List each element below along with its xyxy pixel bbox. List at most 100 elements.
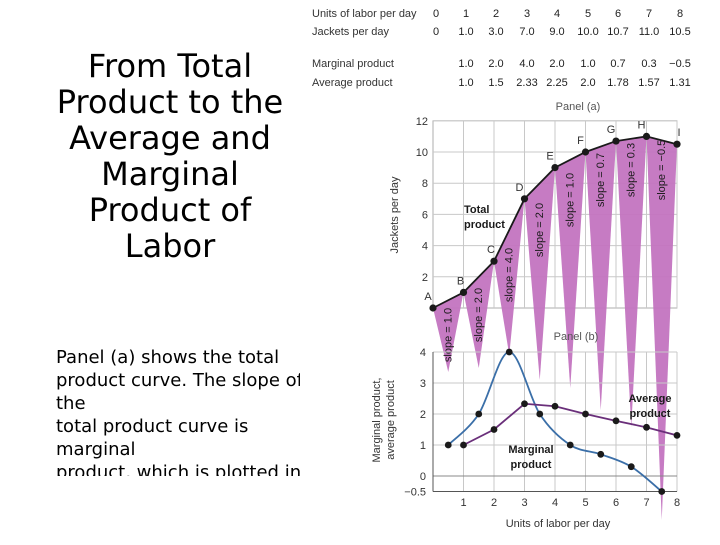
table-cell: 0 bbox=[433, 8, 439, 20]
total-product-point bbox=[673, 140, 681, 148]
marginal-product-label-line2: product bbox=[511, 459, 552, 471]
panel-b-xtick-label: 7 bbox=[643, 497, 649, 509]
panel-a-ytick-label: 10 bbox=[416, 147, 428, 159]
slope-wedge bbox=[555, 152, 586, 388]
point-label: B bbox=[457, 275, 464, 287]
table-cell: 7.0 bbox=[519, 26, 534, 38]
panel-b-ytick-label: 3 bbox=[420, 378, 426, 390]
table-cell: 2.0 bbox=[580, 77, 595, 89]
table-cell: −0.5 bbox=[669, 58, 691, 70]
point-label: I bbox=[677, 127, 680, 139]
table-cell: 1.31 bbox=[669, 77, 690, 89]
slope-label: slope = 2.0 bbox=[473, 288, 485, 342]
slope-label: slope = 4.0 bbox=[503, 248, 515, 302]
panel-b-ylabel-line2: average product bbox=[385, 380, 397, 460]
table-cell: 2.0 bbox=[549, 58, 564, 70]
table-cell: 2.0 bbox=[488, 58, 503, 70]
marginal-product-point bbox=[627, 463, 635, 471]
marginal-product-point bbox=[658, 488, 666, 495]
slope-wedge bbox=[585, 141, 616, 410]
marginal-product-point bbox=[597, 450, 605, 458]
table-cell: 4.0 bbox=[519, 58, 534, 70]
slope-wedge bbox=[616, 136, 647, 427]
table-cell: 10.7 bbox=[607, 26, 628, 38]
slope-wedge bbox=[433, 292, 464, 372]
panel-b-xtick-label: 4 bbox=[552, 497, 558, 509]
product-of-labor-chart: Units of labor per day 0 1 2 3 4 5 6 7 8 Jackets p… bbox=[312, 8, 691, 530]
average-product-point bbox=[643, 423, 650, 431]
table-cell: 2 bbox=[493, 8, 499, 20]
slide-body-text: Panel (a) shows the total product curve.… bbox=[56, 347, 303, 476]
point-label: C bbox=[487, 244, 495, 256]
panel-b-xtick-label: 1 bbox=[460, 497, 466, 509]
average-product-point bbox=[612, 417, 620, 425]
total-product-label-line2: product bbox=[464, 219, 505, 231]
point-label: A bbox=[424, 291, 432, 303]
point-label: H bbox=[638, 119, 646, 131]
average-product-curve bbox=[463, 402, 678, 446]
table-row-label: Jackets per day bbox=[312, 26, 390, 38]
average-product-point bbox=[460, 441, 467, 449]
table-cell: 2.25 bbox=[546, 77, 567, 89]
table-cell: 10.5 bbox=[669, 26, 690, 38]
average-product-label-line2: product bbox=[630, 408, 671, 420]
table-cell: 11.0 bbox=[639, 26, 660, 38]
average-product-label-line1: Average bbox=[628, 393, 671, 405]
panel-b-ytick-label: −0.5 bbox=[404, 487, 426, 499]
slope-label: slope = 1.0 bbox=[564, 173, 576, 227]
panel-a-ytick-label: 4 bbox=[422, 241, 428, 253]
panel-b-ytick-label: 0 bbox=[420, 471, 426, 483]
table-row-label: Units of labor per day bbox=[312, 8, 417, 20]
average-product-point bbox=[521, 400, 528, 408]
total-product-point bbox=[520, 195, 529, 203]
slope-label: slope = 0.7 bbox=[595, 153, 607, 207]
table-cell: 1 bbox=[463, 8, 469, 20]
marginal-product-point bbox=[444, 441, 452, 449]
total-product-point bbox=[551, 164, 559, 172]
table-cell: 1.78 bbox=[607, 77, 628, 89]
slope-label: slope = 1.0 bbox=[442, 308, 454, 362]
panel-b-xtick-label: 5 bbox=[582, 497, 588, 509]
table-cell: 6 bbox=[615, 8, 621, 20]
panel-b-ytick-label: 2 bbox=[420, 409, 426, 421]
marginal-product-point bbox=[505, 348, 513, 356]
table-cell: 1.57 bbox=[638, 77, 659, 89]
point-label: F bbox=[577, 135, 584, 147]
slope-wedge bbox=[463, 261, 494, 368]
total-product-point bbox=[429, 304, 437, 312]
panel-a-title: Panel (a) bbox=[556, 101, 601, 113]
figure-panel: Units of labor per day 0 1 2 3 4 5 6 7 8 Jackets p… bbox=[300, 0, 700, 540]
panel-a-ytick-label: 6 bbox=[422, 209, 428, 221]
point-label: D bbox=[516, 182, 524, 194]
table-cell: 7 bbox=[646, 8, 652, 20]
panel-a-ylabel: Jackets per day bbox=[389, 176, 401, 254]
slope-label: slope = 0.3 bbox=[625, 143, 637, 197]
table-cell: 10.0 bbox=[577, 26, 598, 38]
average-product-point bbox=[582, 410, 589, 418]
panel-b-ytick-label: 1 bbox=[420, 440, 426, 452]
table-cell: 3 bbox=[524, 8, 530, 20]
marginal-product-point bbox=[475, 410, 483, 418]
table-cell: 2.33 bbox=[516, 77, 537, 89]
slope-wedge bbox=[494, 198, 525, 355]
table-cell: 0.7 bbox=[610, 58, 625, 70]
total-product-label-line1: Total bbox=[464, 204, 489, 216]
slope-label: slope = −0.5 bbox=[656, 140, 668, 201]
average-product-point bbox=[551, 402, 559, 410]
panel-b-xtick-label: 3 bbox=[521, 497, 527, 509]
table-cell: 8 bbox=[677, 8, 683, 20]
point-label: G bbox=[607, 124, 616, 136]
table-cell: 4 bbox=[554, 8, 560, 20]
marginal-product-curve bbox=[447, 351, 663, 493]
panel-b-xtick-label: 6 bbox=[613, 497, 619, 509]
panel-b-ylabel-line1: Marginal product, bbox=[371, 378, 383, 463]
marginal-product-point bbox=[566, 441, 574, 449]
table-row-label: Average product bbox=[312, 77, 393, 89]
total-product-point bbox=[642, 132, 651, 140]
slope-label: slope = 2.0 bbox=[534, 203, 546, 257]
average-product-point bbox=[490, 426, 498, 433]
table-cell: 0.3 bbox=[641, 58, 656, 70]
table-cell: 1.0 bbox=[580, 58, 595, 70]
total-product-point bbox=[612, 137, 620, 145]
total-product-point bbox=[459, 288, 468, 296]
